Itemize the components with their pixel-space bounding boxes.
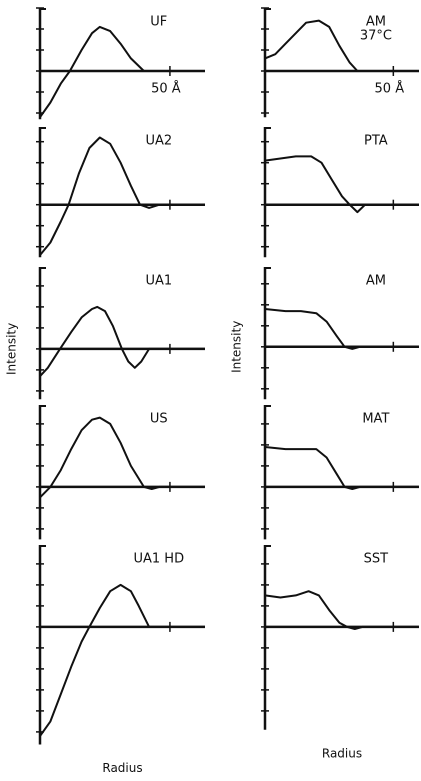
panel-label: UA1 HD: [133, 552, 184, 567]
scale-annotation: 50 Å: [375, 81, 405, 97]
panel-label: UF: [150, 15, 167, 30]
curve: [264, 446, 419, 490]
panel-label: AM: [366, 15, 386, 30]
curve: [264, 590, 419, 630]
curve: [39, 136, 205, 256]
panel-label: AM: [366, 274, 386, 289]
x-axis-label: Radius: [102, 761, 142, 775]
curve: [39, 305, 205, 377]
panel-label: UA2: [145, 134, 172, 149]
curve: [264, 308, 419, 350]
panel-label: US: [150, 412, 168, 427]
panel-label: SST: [364, 552, 389, 567]
scale-annotation: 50 Å: [151, 81, 181, 97]
y-axis-label: Intensity: [5, 323, 19, 375]
panel-label: UA1: [145, 274, 172, 289]
y-axis-label: Intensity: [230, 321, 244, 373]
panel-label: PTA: [364, 134, 388, 149]
x-axis-label: Radius: [322, 746, 362, 760]
curve: [264, 19, 419, 72]
curve: [39, 25, 205, 118]
panel-label: MAT: [362, 412, 389, 427]
curve: [39, 416, 205, 499]
curve: [264, 155, 419, 214]
panel-sublabel: 37°C: [360, 29, 392, 44]
curve: [39, 583, 205, 737]
